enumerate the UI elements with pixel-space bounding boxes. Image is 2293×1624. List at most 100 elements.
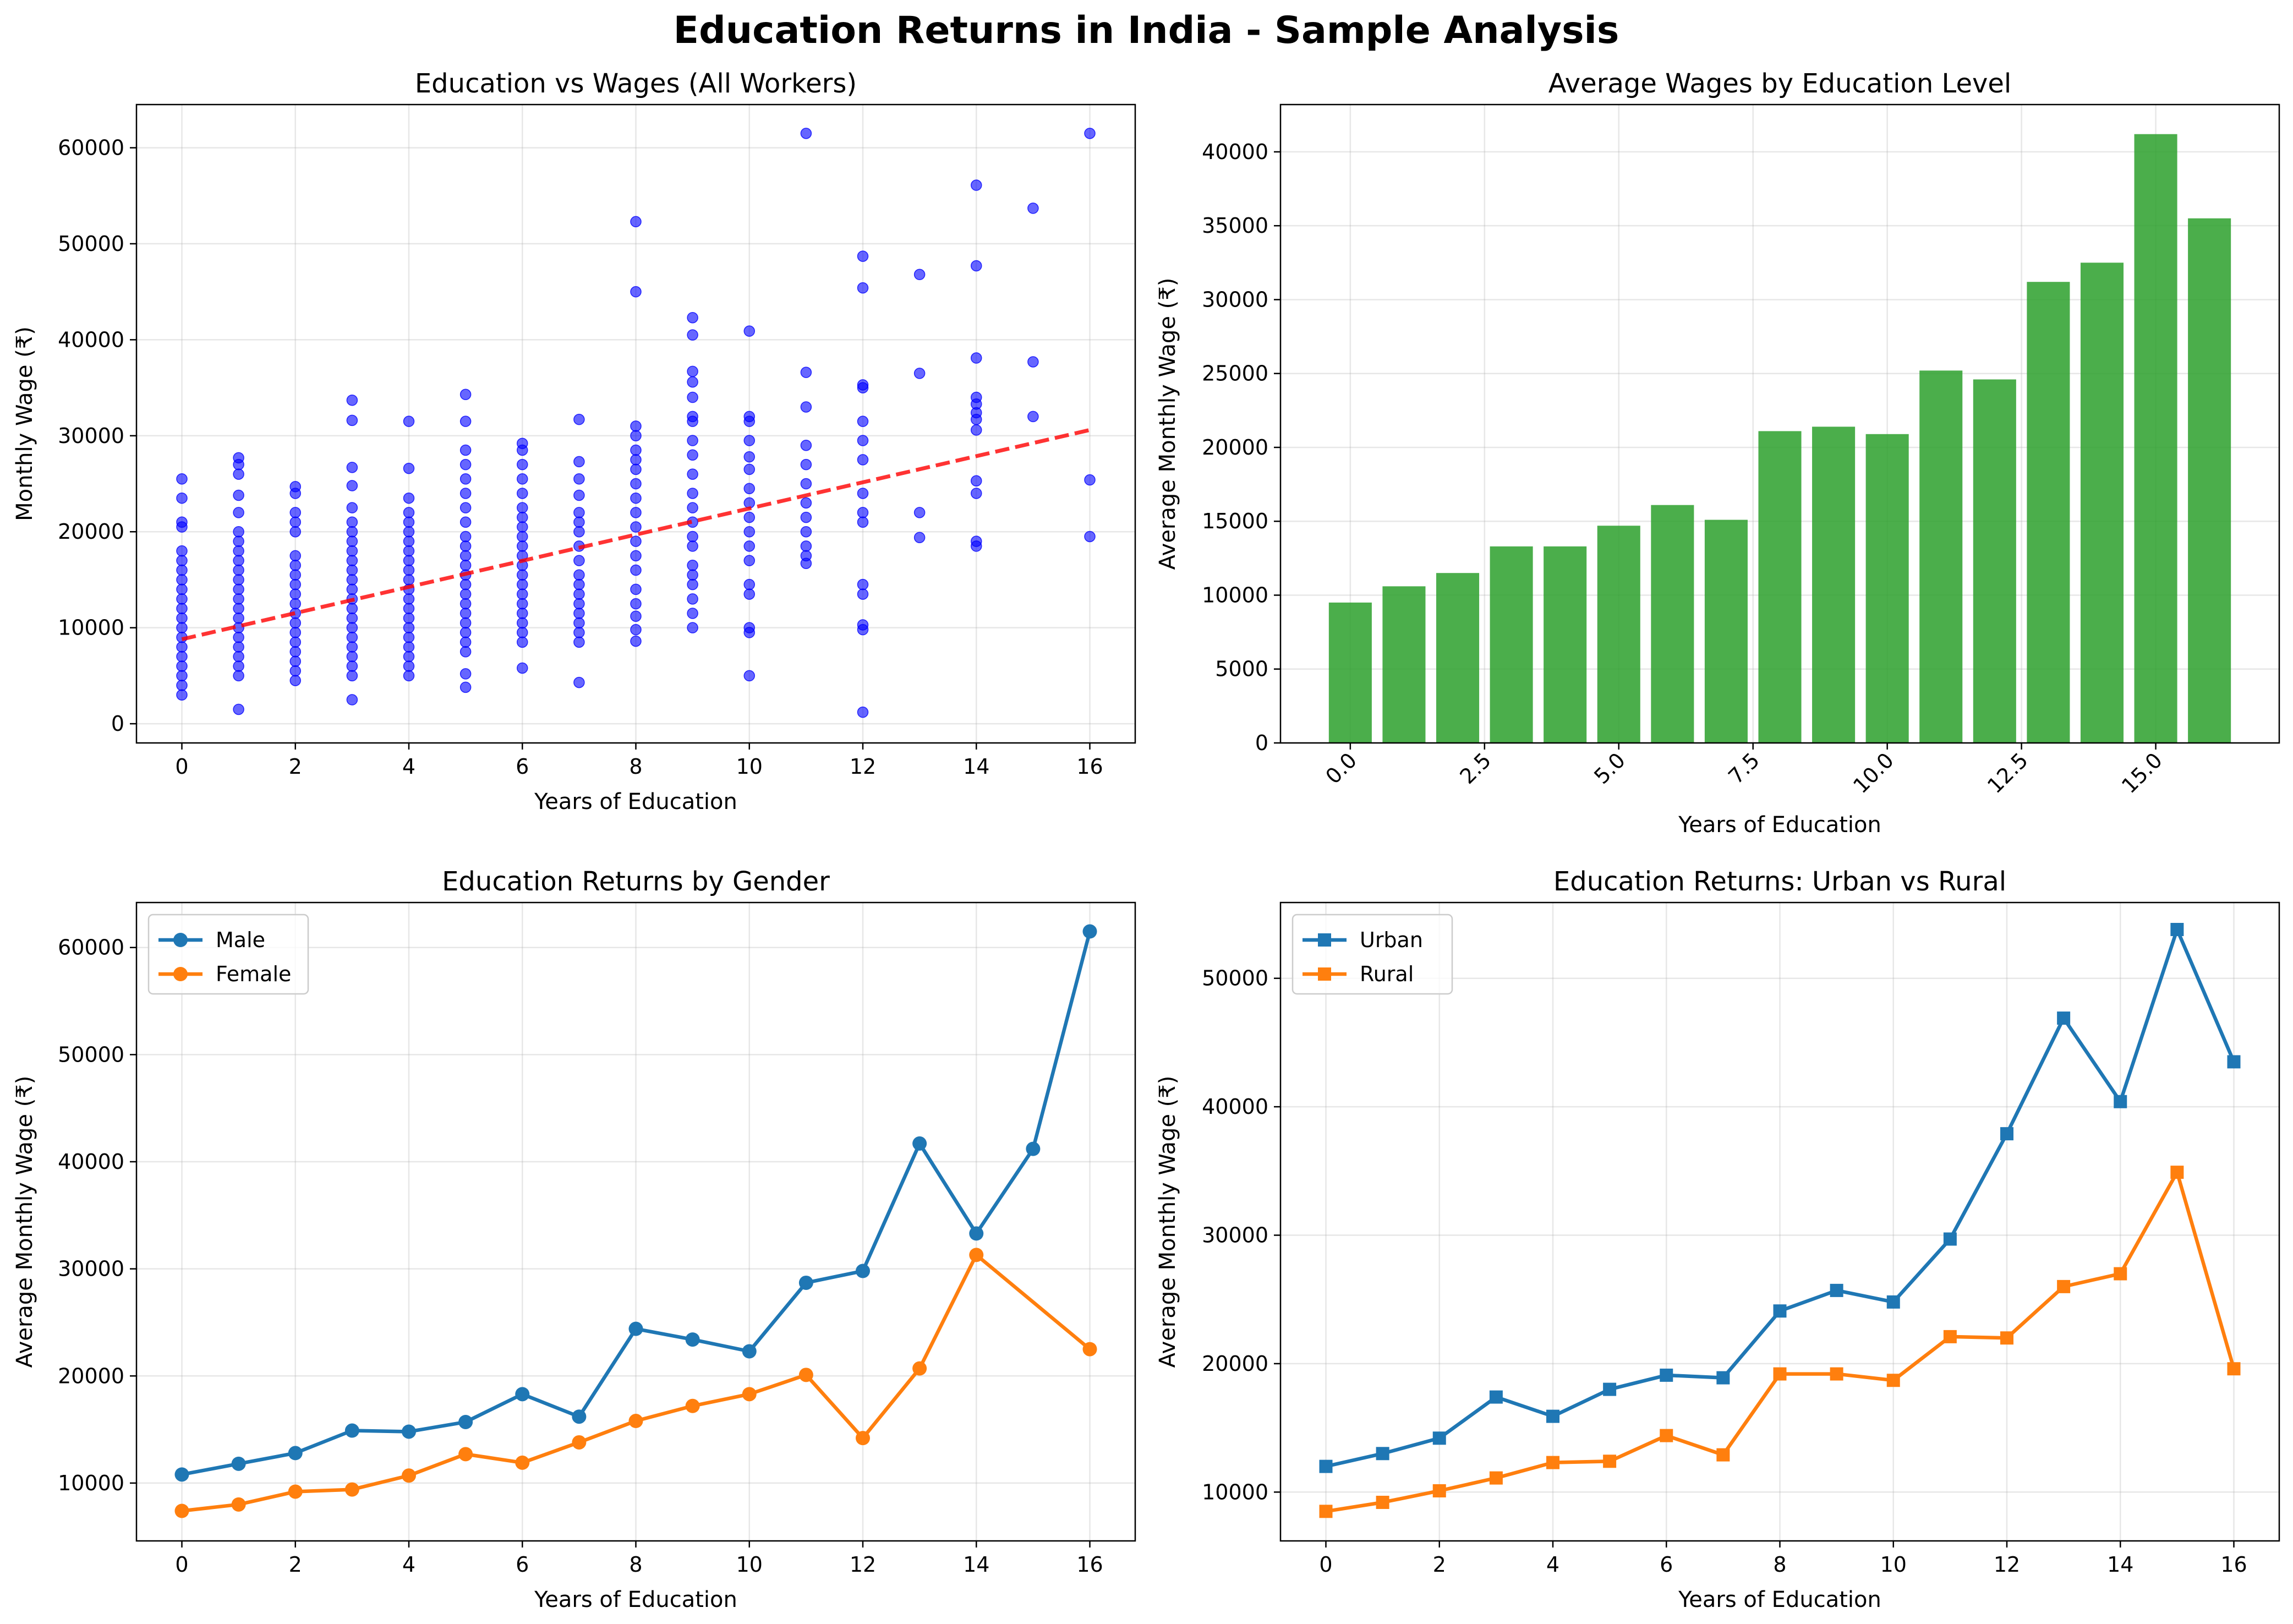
scatter-point — [346, 603, 358, 615]
scatter-point — [573, 473, 585, 485]
scatter-point — [857, 415, 869, 427]
scatter-point — [913, 507, 926, 518]
scatter-point — [459, 444, 472, 456]
scatter-point — [857, 488, 869, 499]
location-point-urban — [1603, 1382, 1617, 1396]
bar-y-tick-label: 35000 — [1202, 214, 1268, 238]
scatter-point — [687, 531, 698, 543]
location-point-rural — [1376, 1495, 1389, 1509]
scatter-point — [403, 507, 415, 518]
location-legend: Urban Rural — [1291, 914, 1453, 995]
location-point-urban — [2000, 1127, 2013, 1141]
scatter-point — [233, 564, 244, 576]
scatter-point — [800, 526, 812, 538]
location-point-rural — [1319, 1505, 1333, 1518]
bar-1 — [1382, 586, 1426, 743]
scatter-point — [573, 507, 585, 518]
scatter-point — [971, 535, 982, 547]
gender-point-male — [344, 1423, 359, 1438]
location-x-tick-label: 6 — [1660, 1552, 1673, 1577]
scatter-point — [346, 583, 358, 595]
scatter-y-tick-label: 10000 — [58, 616, 124, 640]
scatter-point — [800, 511, 812, 523]
location-point-urban — [1489, 1390, 1503, 1404]
scatter-point — [971, 424, 982, 436]
gender-point-female — [798, 1368, 813, 1382]
gender-y-tick-label: 30000 — [58, 1257, 124, 1281]
scatter-point — [630, 444, 642, 456]
scatter-point — [459, 516, 472, 528]
scatter-point — [517, 473, 528, 485]
scatter-point — [573, 588, 585, 600]
gender-point-male — [685, 1332, 700, 1347]
scatter-point — [971, 391, 982, 403]
scatter-point — [1027, 203, 1039, 214]
location-legend-marker-urban — [1318, 933, 1331, 947]
scatter-point — [233, 603, 244, 615]
location-ticks: 0 2 4 6 8 10 12 14 16 10000 20000 30000 40000 50000 — [1202, 966, 2247, 1577]
scatter-point — [233, 612, 244, 624]
scatter-point — [346, 650, 358, 663]
scatter-point — [289, 675, 301, 686]
location-y-tick-label: 20000 — [1202, 1352, 1268, 1376]
scatter-y-tick-label: 40000 — [58, 327, 124, 352]
gender-x-tick-label: 6 — [516, 1552, 529, 1577]
gender-x-tick-label: 4 — [402, 1552, 415, 1577]
scatter-point — [176, 689, 188, 701]
bar-y-tick-label: 0 — [1255, 731, 1268, 755]
scatter-point — [857, 516, 869, 528]
gender-point-female — [912, 1361, 927, 1376]
gender-point-female — [969, 1248, 984, 1262]
location-title: Education Returns: Urban vs Rural — [1553, 866, 2006, 897]
bar-12 — [1973, 379, 2016, 743]
gender-point-female — [515, 1455, 530, 1470]
gender-ylabel: Average Monthly Wage (₹) — [12, 1076, 37, 1368]
scatter-x-tick-label: 4 — [402, 754, 415, 779]
scatter-x-tick-label: 14 — [963, 754, 989, 779]
gender-point-male — [1082, 924, 1097, 939]
location-legend-label-urban: Urban — [1360, 928, 1423, 952]
location-point-urban — [1830, 1283, 1843, 1297]
scatter-point — [176, 622, 188, 633]
scatter-y-tick-label: 30000 — [58, 424, 124, 448]
bar-7 — [1704, 520, 1748, 743]
scatter-point — [289, 627, 301, 638]
trend-line — [181, 428, 1091, 642]
location-ylabel: Average Monthly Wage (₹) — [1155, 1076, 1180, 1368]
scatter-point — [1084, 531, 1096, 543]
bar-y-tick-label: 40000 — [1202, 140, 1268, 164]
scatter-point — [800, 540, 812, 552]
gender-title: Education Returns by Gender — [442, 866, 830, 897]
gender-x-tick-label: 12 — [850, 1552, 876, 1577]
location-x-tick-label: 10 — [1880, 1552, 1907, 1577]
scatter-point — [630, 624, 642, 636]
scatter-point — [176, 593, 188, 605]
location-point-urban — [1546, 1409, 1559, 1423]
bar-y-tick-label: 5000 — [1215, 657, 1268, 681]
scatter-point — [289, 636, 301, 648]
scatter-point — [687, 311, 698, 324]
scatter-point — [233, 555, 244, 566]
bar-4 — [1544, 546, 1587, 743]
scatter-point — [289, 507, 301, 518]
scatter-point — [233, 526, 244, 538]
scatter-point — [403, 670, 415, 682]
scatter-point — [573, 489, 585, 501]
scatter-point — [403, 462, 415, 474]
scatter-point — [346, 462, 358, 473]
scatter-point — [630, 430, 642, 442]
scatter-point — [233, 468, 244, 480]
scatter-point — [687, 365, 698, 378]
scatter-point — [459, 636, 472, 648]
scatter-point — [403, 631, 415, 643]
scatter-point — [346, 414, 358, 426]
scatter-point — [233, 641, 244, 653]
scatter-point — [573, 413, 585, 425]
scatter-point — [459, 608, 472, 619]
scatter-point — [517, 502, 528, 513]
scatter-point — [800, 478, 812, 490]
bar-0 — [1328, 602, 1372, 743]
scatter-point — [687, 329, 698, 341]
scatter-point — [630, 610, 642, 622]
